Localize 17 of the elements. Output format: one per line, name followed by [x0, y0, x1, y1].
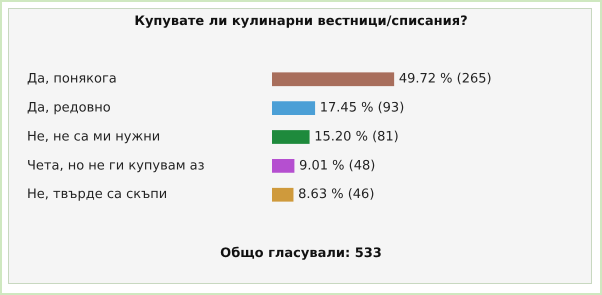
y-tick-label: Чета, но не ги купувам аз [27, 158, 205, 174]
chart-title: Купувате ли кулинарни вестници/списания? [133, 14, 469, 29]
y-tick-label: Не, не са ми нужни [27, 129, 160, 144]
bar [272, 159, 294, 173]
y-tick-label: Да, редовно [27, 100, 111, 116]
bar [272, 101, 316, 115]
bar [272, 188, 294, 202]
data-label: 49.72 % (265) [398, 72, 492, 87]
data-label: 17.45 % (93) [320, 100, 404, 116]
data-label: 9.01 % (48) [299, 158, 376, 174]
data-label: 8.63 % (46) [298, 187, 374, 202]
bar [272, 130, 310, 144]
y-tick-label: Не, твърде са скъпи [27, 187, 168, 202]
bar [272, 72, 394, 86]
y-tick-label: Да, понякога [27, 72, 117, 87]
data-label: 15.20 % (81) [314, 129, 399, 144]
text: Общо гласували: 533 [219, 246, 383, 261]
